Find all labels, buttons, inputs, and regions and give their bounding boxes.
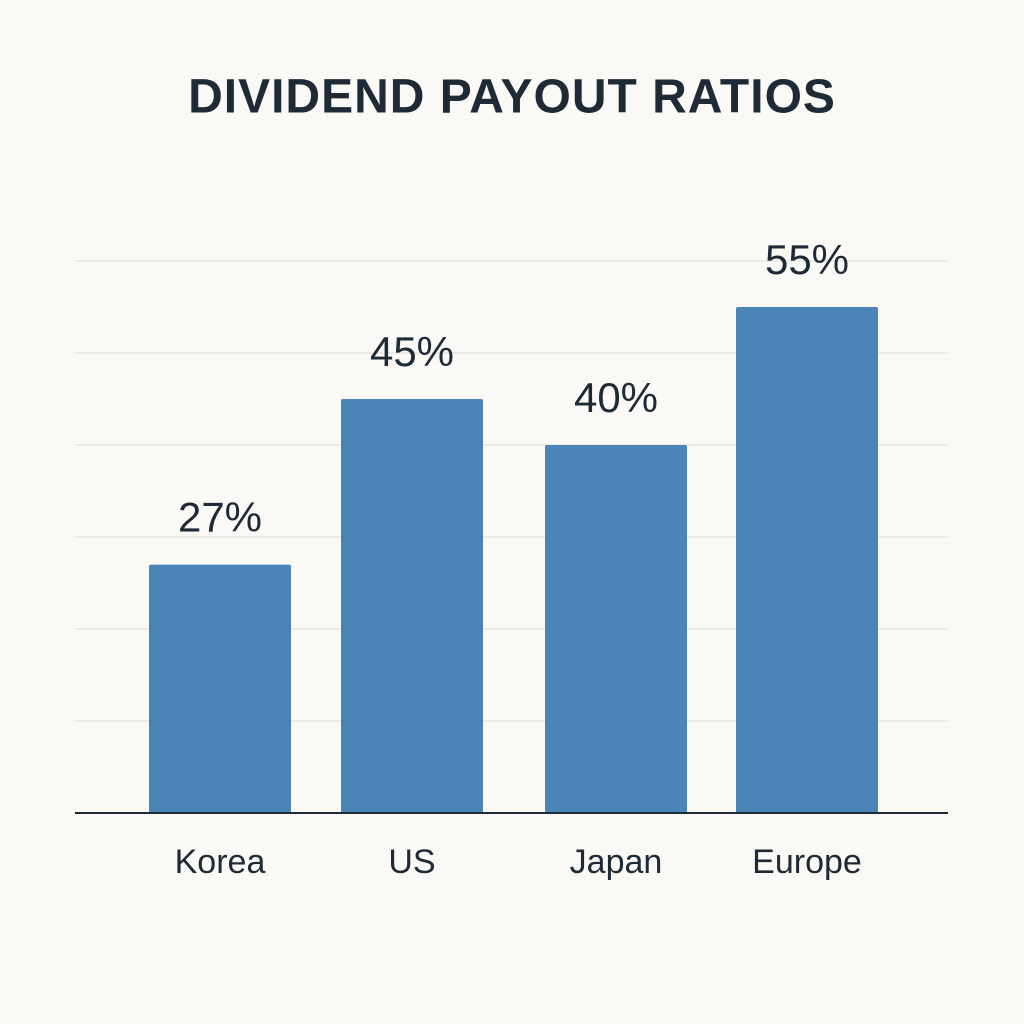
bar: [545, 445, 687, 813]
x-tick-label: Korea: [175, 843, 266, 881]
value-label: 40%: [574, 374, 658, 421]
x-tick-label: Japan: [570, 843, 663, 881]
x-tick-label: Europe: [752, 843, 862, 881]
x-tick-label: US: [388, 843, 435, 881]
bar: [149, 564, 291, 813]
value-label: 27%: [178, 494, 262, 541]
bar: [341, 399, 483, 813]
chart-title: DIVIDEND PAYOUT RATIOS: [188, 71, 836, 124]
value-label: 55%: [765, 236, 849, 283]
bar: [736, 307, 878, 813]
value-label: 45%: [370, 328, 454, 375]
